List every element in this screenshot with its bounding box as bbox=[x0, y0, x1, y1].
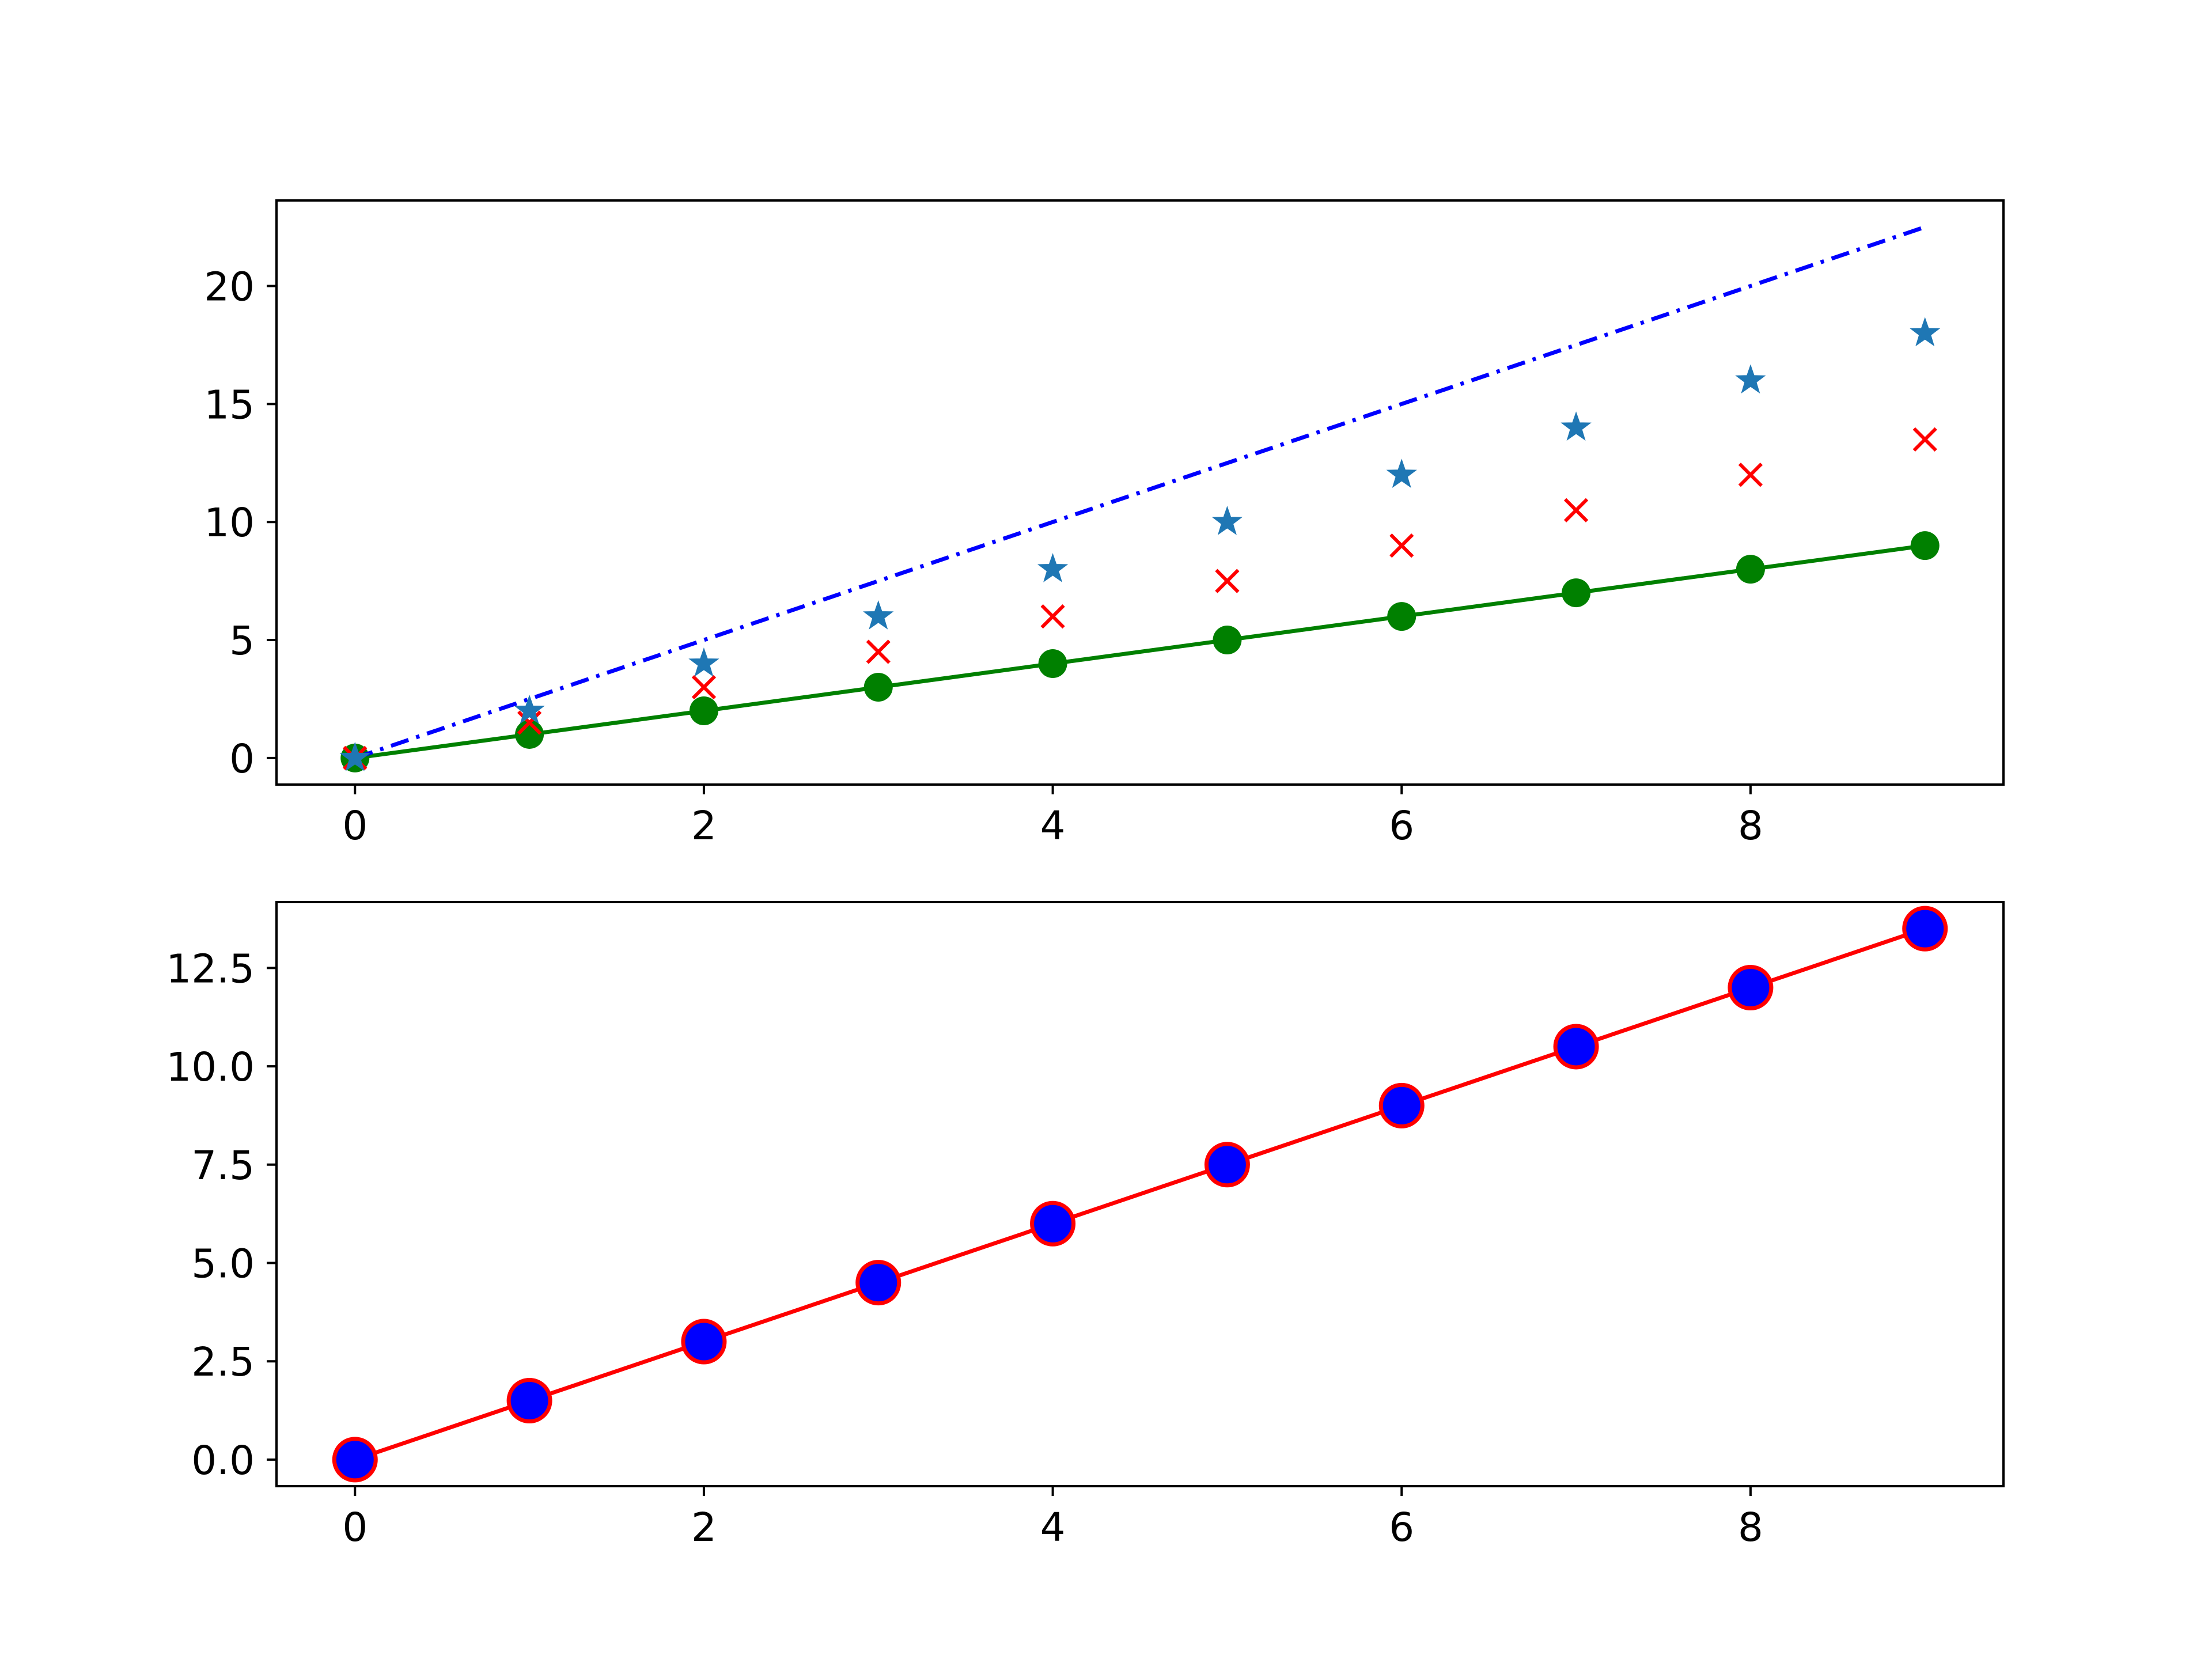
x-tick-label-0: 0 bbox=[342, 803, 368, 849]
y-tick-label-1: 2.5 bbox=[191, 1339, 255, 1385]
series-0-line bbox=[354, 543, 1926, 760]
y-tick-label-4: 20 bbox=[204, 264, 255, 310]
y-tick-label-2: 5.0 bbox=[191, 1241, 255, 1287]
y-tick-label-3: 15 bbox=[204, 382, 255, 428]
series-2-point-4-stroke-b bbox=[1040, 604, 1065, 629]
x-tick-label-4: 8 bbox=[1738, 803, 1763, 849]
series-2-point-9 bbox=[1912, 427, 1937, 452]
y-tick-label-4: 10.0 bbox=[166, 1044, 255, 1090]
series-3-point-2 bbox=[688, 647, 719, 677]
series-0-point-2 bbox=[689, 696, 718, 725]
series-0-point-6 bbox=[1387, 602, 1416, 631]
series-2-point-3 bbox=[866, 639, 891, 664]
series-0-point-6 bbox=[1378, 1082, 1425, 1128]
series-2-point-8 bbox=[1738, 463, 1763, 487]
x-tick-label-2: 4 bbox=[1040, 803, 1066, 849]
x-tick-label-3: 6 bbox=[1389, 1505, 1414, 1551]
series-0-point-5 bbox=[1204, 1142, 1250, 1188]
y-tick-label-5: 12.5 bbox=[166, 946, 255, 992]
y-tick-label-0: 0.0 bbox=[191, 1438, 255, 1484]
series-0-point-1 bbox=[515, 719, 544, 749]
series-3-point-1 bbox=[514, 694, 545, 724]
y-tick-label-3: 7.5 bbox=[191, 1143, 255, 1189]
series-2-point-1-stroke-b bbox=[517, 710, 542, 735]
series-3-point-5 bbox=[1211, 506, 1243, 535]
x-tick-label-0: 0 bbox=[342, 1505, 368, 1551]
x-tick-label-3: 6 bbox=[1389, 803, 1414, 849]
series-2-point-8-stroke-b bbox=[1738, 463, 1763, 487]
y-tick-label-0: 0 bbox=[229, 736, 255, 782]
series-0-point-5 bbox=[1213, 626, 1242, 655]
axes-frame bbox=[275, 199, 2005, 786]
series-2-point-5 bbox=[1215, 569, 1240, 593]
x-tick-label-2: 4 bbox=[1040, 1505, 1066, 1551]
series-0-point-7 bbox=[1562, 578, 1591, 608]
series-2-point-6 bbox=[1389, 533, 1414, 558]
series-2-point-6-stroke-b bbox=[1389, 533, 1414, 558]
series-2-point-5-stroke-b bbox=[1215, 569, 1240, 593]
series-0-point-3 bbox=[863, 673, 893, 702]
series-0-point-3 bbox=[855, 1260, 902, 1306]
series-0-point-4 bbox=[1038, 649, 1067, 679]
series-group bbox=[339, 225, 1941, 772]
series-1-line bbox=[354, 225, 1926, 760]
series-2-point-7 bbox=[1563, 498, 1589, 522]
series-0-point-9 bbox=[1910, 531, 1940, 560]
series-0-point-9 bbox=[1902, 906, 1948, 952]
series-2-point-9-stroke-b bbox=[1912, 427, 1937, 452]
y-tick-label-1: 5 bbox=[229, 618, 255, 664]
series-0-point-1 bbox=[506, 1377, 552, 1423]
series-0-point-4 bbox=[1030, 1200, 1076, 1247]
bottom-subplot: 0 2 4 6 8 0.0 2.5 5.0 7.5 10.0 12.5 bbox=[166, 901, 2005, 1551]
axes-frame bbox=[275, 901, 2005, 1487]
series-3-point-3 bbox=[863, 600, 894, 630]
series-2-point-4 bbox=[1040, 604, 1065, 629]
x-tick-label-1: 2 bbox=[691, 1505, 717, 1551]
series-0-point-8 bbox=[1736, 555, 1765, 584]
y-tick-label-2: 10 bbox=[204, 500, 255, 546]
series-2-point-7-stroke-b bbox=[1563, 498, 1589, 522]
series-0-point-0 bbox=[332, 1437, 378, 1483]
series-0-point-7 bbox=[1553, 1024, 1599, 1070]
series-3-point-4 bbox=[1037, 553, 1069, 582]
series-2-point-1 bbox=[517, 710, 542, 735]
series-0-point-8 bbox=[1728, 965, 1774, 1011]
series-2-point-2-stroke-b bbox=[691, 675, 717, 700]
series-2-point-3-stroke-b bbox=[866, 639, 891, 664]
series-2-point-2 bbox=[691, 675, 717, 700]
x-tick-label-1: 2 bbox=[691, 803, 717, 849]
series-3-point-0 bbox=[339, 741, 370, 771]
series-group bbox=[332, 906, 1948, 1483]
top-subplot: 0 2 4 6 8 0 5 10 15 20 bbox=[204, 199, 2005, 849]
series-3-point-8 bbox=[1735, 364, 1766, 394]
series-3-point-9 bbox=[1910, 317, 1941, 347]
series-3-point-6 bbox=[1386, 459, 1417, 488]
series-0-point-2 bbox=[681, 1319, 727, 1365]
series-3-point-7 bbox=[1560, 411, 1592, 441]
series-0-line bbox=[354, 926, 1926, 1462]
x-tick-label-4: 8 bbox=[1738, 1505, 1763, 1551]
